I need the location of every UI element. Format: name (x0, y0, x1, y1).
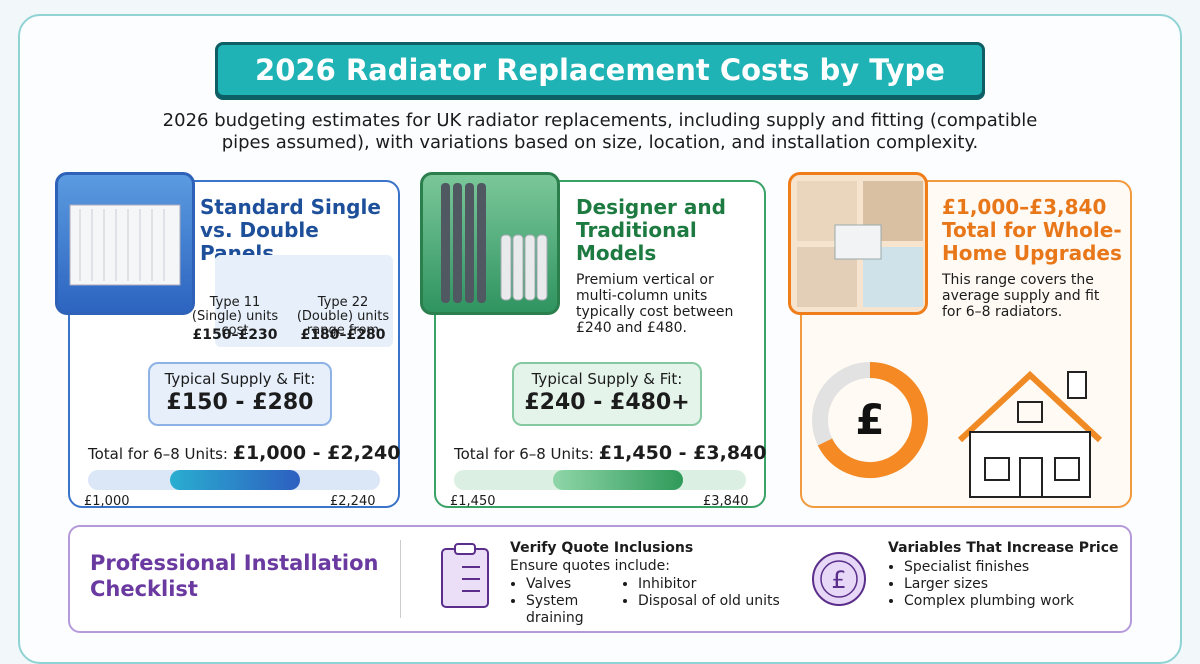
total-value: £1,450 - £3,840 (598, 442, 767, 464)
item: Specialist finishes (904, 559, 1108, 576)
range-min: £1,000 (84, 494, 130, 509)
pound-icon: £ (812, 552, 866, 606)
illustration: £ (812, 362, 1103, 498)
panel-price: £180–£280 (300, 327, 386, 343)
total: Total for 6–8 Units: £1,450 - £3,840 (454, 442, 767, 464)
panel-box (215, 255, 393, 347)
variables-list: Specialist finishesLarger sizesComplex p… (888, 559, 1108, 610)
item: Complex plumbing work (904, 593, 1108, 610)
svg-text:£: £ (831, 566, 846, 594)
tag-label: Typical Supply & Fit: (164, 370, 316, 388)
tag: Typical Supply & Fit: £150 - £280 (148, 362, 332, 426)
verify-list: InhibitorDisposal of old units (622, 576, 792, 610)
rooms-image (788, 172, 928, 315)
range-fill (553, 470, 683, 490)
item: Inhibitor (638, 576, 792, 593)
panel-price: £150–£230 (192, 327, 278, 343)
verify-title: Verify Quote Inclusions (510, 540, 694, 556)
subtitle: 2026 budgeting estimates for UK radiator… (162, 110, 1038, 153)
tag-price: £150 - £280 (166, 390, 314, 415)
checklist-title: Professional Installation Checklist (90, 551, 379, 601)
clipboard-icon (441, 543, 489, 608)
svg-text:£: £ (855, 395, 884, 444)
range-max: £2,240 (330, 494, 376, 509)
card-title: £1,000–£3,840 Total for Whole-Home Upgra… (942, 195, 1122, 265)
radiator-image (420, 172, 560, 315)
total-value: £1,000 - £2,240 (232, 442, 401, 464)
tag-price: £240 - £480+ (524, 390, 690, 415)
card-title: Standard Single vs. Double Panels (200, 195, 381, 265)
verify-list: ValvesSystem draining (510, 576, 620, 627)
item: Valves (526, 576, 620, 593)
range-fill (170, 470, 300, 490)
panel-label: Type 22 (Double) units range from (296, 295, 390, 338)
tag: Typical Supply & Fit: £240 - £480+ (512, 362, 702, 426)
card-title: Designer and Traditional Models (576, 195, 726, 265)
item: Disposal of old units (638, 593, 792, 610)
tag-label: Typical Supply & Fit: (531, 370, 683, 388)
total-label: Total for 6–8 Units: (88, 445, 228, 463)
radiator (69, 204, 181, 286)
item: Larger sizes (904, 576, 1108, 593)
total: Total for 6–8 Units: £1,000 - £2,240 (88, 442, 401, 464)
total-label: Total for 6–8 Units: (454, 445, 594, 463)
range-min: £1,450 (450, 494, 496, 509)
variables-title: Variables That Increase Price (888, 540, 1119, 556)
item: System draining (526, 593, 620, 627)
radiator-image (55, 172, 195, 315)
card-description: Premium vertical or multi-column units t… (576, 272, 734, 336)
card-description: This range covers the average supply and… (942, 272, 1100, 320)
range-max: £3,840 (703, 494, 749, 509)
divider (400, 540, 401, 618)
verify-intro: Ensure quotes include: (510, 558, 671, 574)
checklist-box (68, 525, 1132, 633)
title: 2026 Radiator Replacement Costs by Type (215, 42, 985, 98)
panel-label: Type 11 (Single) units cost (191, 295, 279, 338)
